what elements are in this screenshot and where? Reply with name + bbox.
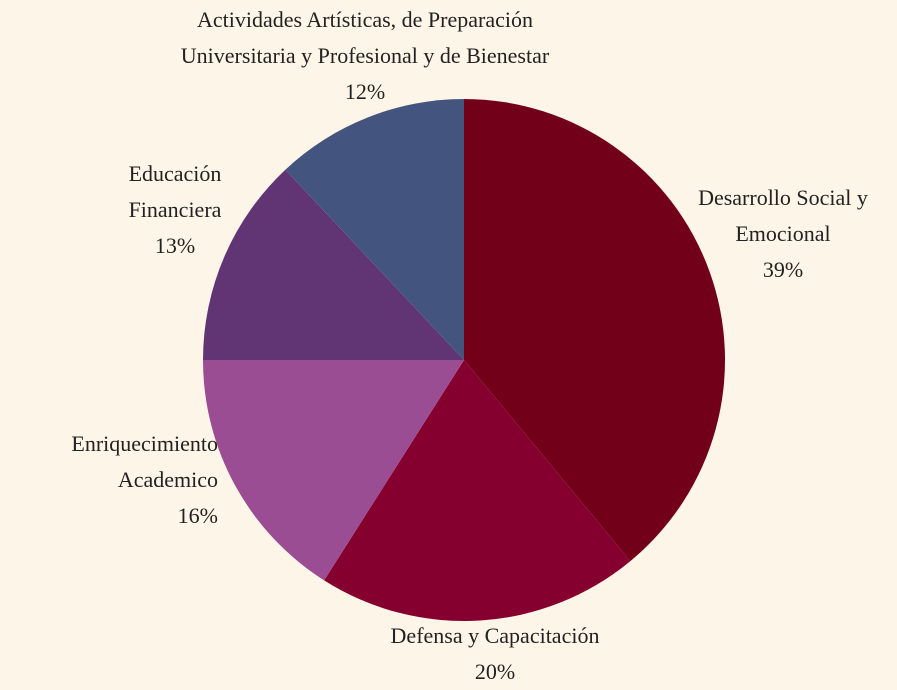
category-label: Enriquecimiento Academico [71, 431, 218, 492]
pie-slice [464, 99, 725, 562]
percent-label: 12% [344, 79, 386, 104]
pie-slice [203, 169, 464, 360]
category-label: Educación Financiera [128, 161, 222, 222]
slice-label: Enriquecimiento Academico 16% [6, 426, 218, 534]
category-label: Defensa y Capacitación [390, 623, 600, 648]
category-label: Actividades Artísticas, de Preparación U… [180, 7, 550, 68]
slice-label: Defensa y Capacitación 20% [330, 618, 660, 690]
percent-label: 16% [177, 503, 218, 528]
percent-label: 13% [154, 233, 196, 258]
category-label: Desarrollo Social y Emocional [698, 185, 868, 246]
percent-label: 20% [474, 659, 516, 684]
slice-label: Desarrollo Social y Emocional 39% [673, 180, 893, 288]
percent-label: 39% [762, 257, 804, 282]
pie-slice [324, 360, 631, 621]
pie-slice [203, 360, 464, 581]
slice-label: Educación Financiera 13% [95, 156, 255, 264]
pie-slice [285, 99, 464, 360]
slice-label: Actividades Artísticas, de Preparación U… [140, 2, 590, 110]
